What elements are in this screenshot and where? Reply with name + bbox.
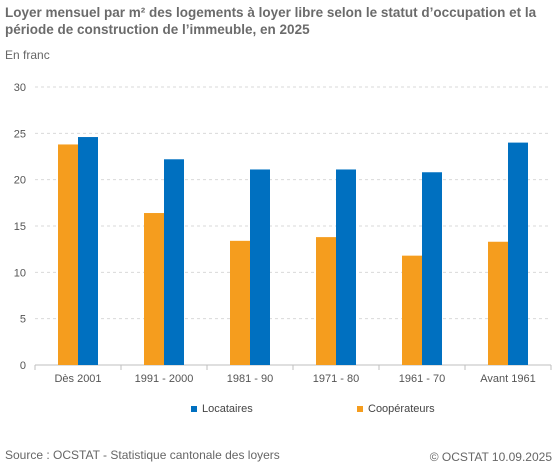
x-tick-label: 1981 - 90 [227, 373, 273, 385]
legend-label-cooperateurs: Coopérateurs [368, 403, 435, 415]
bar-cooperateurs[interactable] [316, 237, 336, 365]
x-tick-label: Dès 2001 [54, 373, 101, 385]
bar-cooperateurs[interactable] [488, 241, 508, 365]
x-tick-label: 1991 - 2000 [135, 373, 194, 385]
y-tick-label: 10 [14, 267, 26, 279]
legend-item-locataires[interactable]: Locataires [191, 403, 253, 415]
bar-cooperateurs[interactable] [402, 255, 422, 365]
y-tick-label: 25 [14, 128, 26, 140]
legend: Locataires Coopérateurs [0, 403, 557, 419]
y-tick-label: 30 [14, 82, 26, 94]
y-tick-label: 15 [14, 221, 26, 233]
legend-swatch-cooperateurs [357, 406, 363, 412]
bar-cooperateurs[interactable] [58, 144, 78, 365]
chart-title: Loyer mensuel par m² des logements à loy… [5, 5, 537, 37]
legend-item-cooperateurs[interactable]: Coopérateurs [357, 403, 435, 415]
bar-locataires[interactable] [250, 169, 270, 365]
bar-locataires[interactable] [336, 169, 356, 365]
x-tick-label: 1961 - 70 [399, 373, 445, 385]
copyright-note: © OCSTAT 10.09.2025 [429, 450, 552, 464]
source-note: Source : OCSTAT - Statistique cantonale … [5, 448, 280, 462]
bar-locataires[interactable] [422, 172, 442, 365]
legend-swatch-locataires [191, 406, 197, 412]
y-tick-label: 20 [14, 175, 26, 187]
y-tick-label: 5 [20, 314, 26, 326]
y-unit-label: En franc [5, 48, 50, 62]
bar-locataires[interactable] [164, 159, 184, 365]
y-tick-label: 0 [20, 360, 26, 372]
bar-locataires[interactable] [508, 142, 528, 365]
x-tick-label: Avant 1961 [480, 373, 535, 385]
bar-cooperateurs[interactable] [230, 240, 250, 365]
x-tick-label: 1971 - 80 [313, 373, 359, 385]
bar-cooperateurs[interactable] [144, 213, 164, 365]
legend-label-locataires: Locataires [202, 403, 253, 415]
bar-locataires[interactable] [78, 137, 98, 365]
